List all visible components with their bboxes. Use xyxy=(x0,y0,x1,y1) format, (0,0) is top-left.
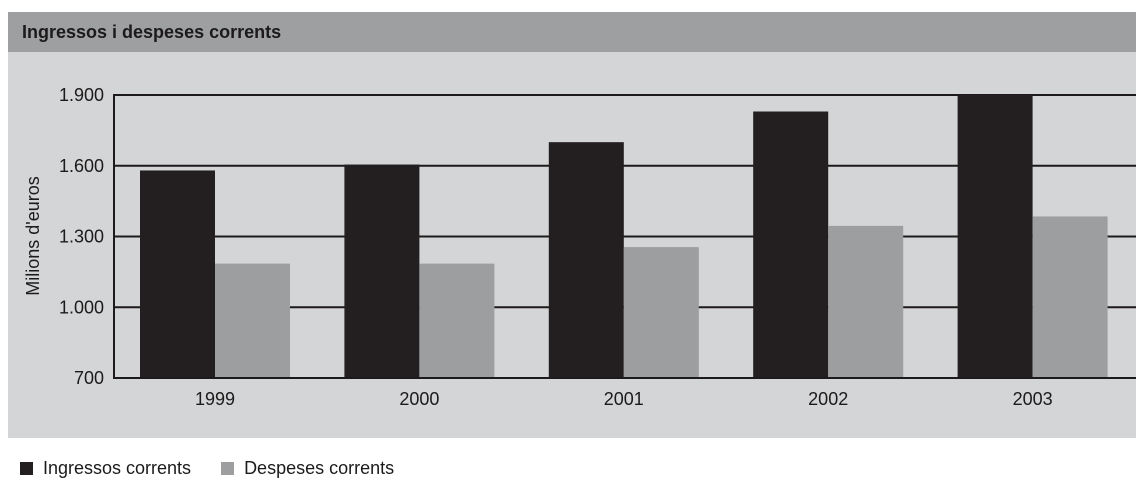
chart-title-bar: Ingressos i despeses corrents xyxy=(8,12,1136,52)
legend-item-despeses: Despeses corrents xyxy=(221,458,394,479)
bar-ingressos xyxy=(957,95,1033,378)
x-tick-label: 2001 xyxy=(604,389,644,409)
legend-label-ingressos: Ingressos corrents xyxy=(43,458,192,478)
bar-despeses xyxy=(828,225,904,378)
legend-item-ingressos: Ingressos corrents xyxy=(20,458,191,479)
bar-despeses xyxy=(623,247,699,378)
x-tick-label: 2002 xyxy=(808,389,848,409)
bar-despeses xyxy=(215,263,290,378)
legend: Ingressos corrents Despeses corrents xyxy=(20,458,424,479)
legend-swatch-despeses xyxy=(221,462,235,475)
bar-despeses xyxy=(419,263,495,378)
y-tick-label: 1.300 xyxy=(59,227,104,247)
x-tick-label: 1999 xyxy=(195,389,235,409)
legend-swatch-ingressos xyxy=(20,462,33,475)
x-tick-label: 2003 xyxy=(1013,389,1053,409)
y-tick-label: 1.600 xyxy=(59,156,104,176)
bar-ingressos xyxy=(344,164,420,378)
bar-ingressos xyxy=(548,142,624,378)
bar-ingressos xyxy=(753,111,829,378)
bar-ingressos xyxy=(140,170,215,378)
y-axis-label: Milions d'euros xyxy=(23,176,43,296)
legend-label-despeses: Despeses corrents xyxy=(244,458,395,478)
chart-title: Ingressos i despeses corrents xyxy=(22,21,282,42)
bar-despeses xyxy=(1032,216,1108,378)
x-tick-label: 2000 xyxy=(399,389,439,409)
y-tick-label: 1.900 xyxy=(59,85,104,105)
y-tick-label: 700 xyxy=(74,368,104,388)
y-tick-label: 1.000 xyxy=(59,297,104,317)
